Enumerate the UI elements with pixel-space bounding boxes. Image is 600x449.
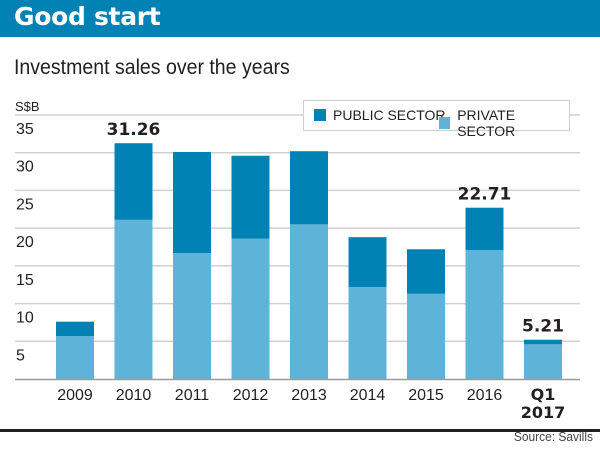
bar-segment-private-sector	[173, 253, 211, 379]
bar-segment-private-sector	[114, 219, 153, 379]
x-tick-label: 2011	[175, 387, 210, 404]
legend-label-private: PRIVATE SECTOR	[457, 107, 516, 139]
legend-item-private: PRIVATE SECTOR	[439, 107, 569, 139]
legend-label-public: PUBLIC SECTOR	[333, 107, 446, 123]
bar-segment-private-sector	[524, 344, 562, 379]
bar-segment-private-sector	[465, 250, 504, 379]
footer-rule	[0, 429, 600, 432]
x-tick-label: 2012	[233, 387, 269, 404]
bar-segment-public-sector	[114, 143, 153, 220]
chart-headline: Good start	[14, 2, 161, 31]
bar-segment-private-sector	[290, 224, 328, 379]
data-label: 22.71	[458, 185, 512, 205]
chart-title: Investment sales over the years	[14, 56, 290, 79]
bar-segment-public-sector	[524, 339, 562, 345]
y-tick-label: 15	[16, 272, 34, 289]
x-tick-label: 2014	[350, 387, 386, 404]
y-tick-label: 20	[16, 234, 34, 251]
bar-segment-public-sector	[290, 151, 328, 225]
bar-segment-private-sector	[231, 238, 270, 379]
x-tick-label: 2010	[116, 387, 152, 404]
bar-segment-private-sector	[407, 293, 445, 379]
legend-swatch-public	[314, 109, 326, 121]
legend-item-public: PUBLIC SECTOR	[314, 107, 446, 123]
y-tick-label: 35	[16, 121, 34, 138]
x-tick-label: Q1	[531, 385, 556, 404]
bar-segment-public-sector	[231, 155, 270, 239]
bar-segment-private-sector	[56, 336, 94, 379]
source-note: Source: Savills	[513, 429, 593, 444]
x-tick-label: 2015	[408, 387, 444, 404]
y-axis-unit-label: S$B	[15, 99, 40, 114]
bar-segment-private-sector	[348, 286, 387, 379]
y-tick-label: 30	[16, 159, 34, 176]
data-label: 31.26	[107, 120, 161, 140]
x-tick-label: 2009	[57, 387, 93, 404]
x-tick-label: 2017	[521, 403, 566, 422]
title-banner: Good start	[0, 0, 600, 37]
x-tick-label: 2016	[467, 387, 503, 404]
bar-segment-public-sector	[407, 249, 445, 294]
y-tick-label: 25	[16, 196, 34, 213]
legend: PUBLIC SECTOR PRIVATE SECTOR	[303, 100, 570, 139]
bar-segment-public-sector	[173, 151, 211, 254]
legend-swatch-private	[439, 117, 451, 129]
x-tick-label: 2013	[291, 387, 327, 404]
y-tick-label: 10	[16, 310, 34, 327]
y-tick-label: 5	[16, 347, 25, 364]
bar-segment-public-sector	[465, 207, 504, 251]
data-label: 5.21	[522, 317, 564, 337]
bar-segment-public-sector	[56, 321, 94, 337]
bar-segment-public-sector	[348, 237, 387, 287]
